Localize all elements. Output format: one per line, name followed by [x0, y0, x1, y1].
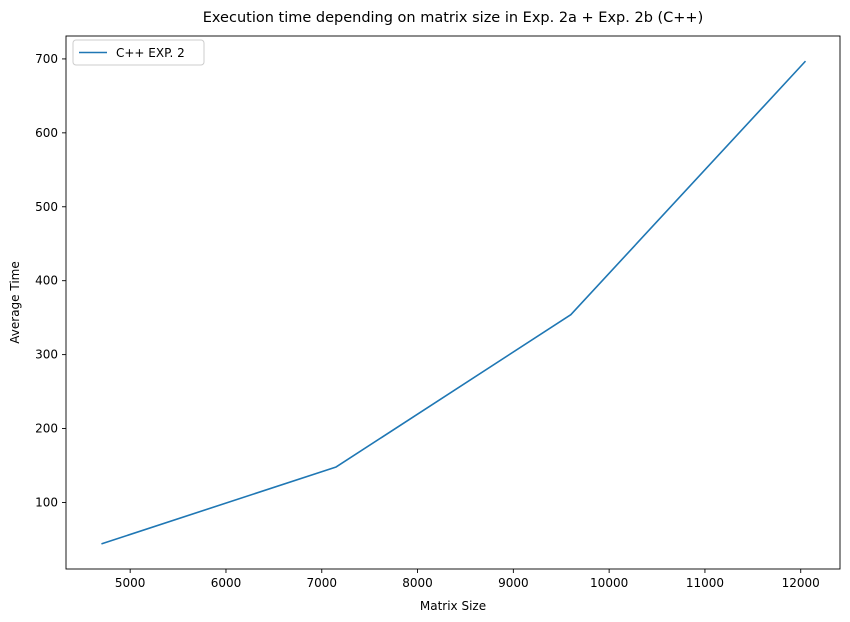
y-axis-title: Average Time — [8, 261, 22, 343]
x-tick-label: 6000 — [211, 576, 242, 590]
y-axis: 100 200 300 400 500 600 700 — [35, 52, 66, 509]
chart-title: Execution time depending on matrix size … — [203, 10, 704, 26]
y-tick-label: 400 — [35, 274, 58, 288]
x-tick-label: 12000 — [782, 576, 820, 590]
y-tick-label: 300 — [35, 348, 58, 362]
x-tick-label: 8000 — [402, 576, 433, 590]
plot-frame — [65, 35, 841, 570]
y-tick-label: 500 — [35, 200, 58, 214]
y-tick-label: 700 — [35, 52, 58, 66]
x-tick-label: 11000 — [686, 576, 724, 590]
legend-box — [72, 39, 205, 66]
x-tick-label: 7000 — [306, 576, 337, 590]
y-tick-label: 200 — [35, 422, 58, 436]
legend: C++ EXP. 2 — [72, 39, 205, 66]
x-axis: 5000 6000 7000 8000 9000 10000 11000 12000 — [115, 569, 820, 590]
y-tick-label: 100 — [35, 495, 58, 509]
x-tick-label: 9000 — [498, 576, 529, 590]
x-axis-title: Matrix Size — [420, 599, 486, 613]
series-line-0 — [101, 60, 807, 545]
plot-area — [65, 35, 841, 570]
y-tick-label: 600 — [35, 126, 58, 140]
x-tick-label: 10000 — [590, 576, 628, 590]
legend-label: C++ EXP. 2 — [116, 46, 185, 60]
x-tick-label: 5000 — [115, 576, 146, 590]
